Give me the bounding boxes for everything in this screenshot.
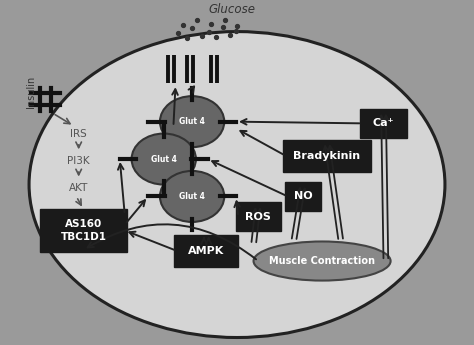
Text: Muscle Contraction: Muscle Contraction <box>269 256 375 266</box>
Ellipse shape <box>29 32 445 337</box>
FancyBboxPatch shape <box>236 203 281 231</box>
Ellipse shape <box>132 134 196 185</box>
Ellipse shape <box>160 96 224 147</box>
Text: AS160
TBC1D1: AS160 TBC1D1 <box>60 219 106 242</box>
Text: Insulin: Insulin <box>27 76 36 108</box>
FancyBboxPatch shape <box>360 109 407 138</box>
Text: Glucose: Glucose <box>209 3 256 16</box>
Text: AKT: AKT <box>69 183 88 193</box>
FancyBboxPatch shape <box>283 139 371 172</box>
FancyBboxPatch shape <box>40 209 127 252</box>
FancyBboxPatch shape <box>174 235 238 267</box>
Text: Ca⁺: Ca⁺ <box>373 118 394 128</box>
Text: Glut 4: Glut 4 <box>179 192 205 201</box>
Text: ROS: ROS <box>246 212 271 222</box>
Text: Glut 4: Glut 4 <box>151 155 177 164</box>
FancyBboxPatch shape <box>285 182 321 211</box>
Text: PI3K: PI3K <box>67 156 90 166</box>
Text: NO: NO <box>294 191 312 201</box>
Text: IRS: IRS <box>70 129 87 139</box>
Ellipse shape <box>254 241 391 280</box>
Text: Glut 4: Glut 4 <box>179 117 205 126</box>
Text: Bradykinin: Bradykinin <box>293 151 360 161</box>
Text: AMPK: AMPK <box>188 246 224 256</box>
Ellipse shape <box>160 171 224 222</box>
